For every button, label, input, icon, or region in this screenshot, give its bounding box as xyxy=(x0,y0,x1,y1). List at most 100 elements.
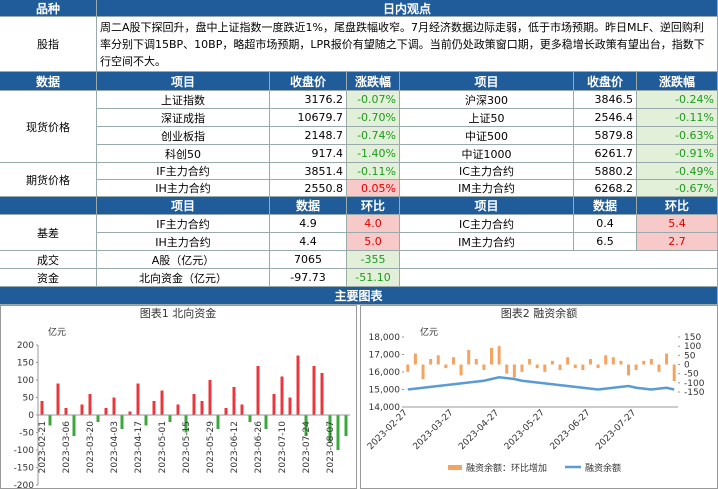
bar xyxy=(136,383,140,415)
y-tick-label: 150 xyxy=(17,359,34,369)
y-tick-label: 16,000 xyxy=(369,368,401,378)
column-header: 涨跌幅 xyxy=(347,72,400,91)
y2-tick-label: -50 xyxy=(684,370,699,380)
bar xyxy=(619,360,623,365)
bar xyxy=(406,364,410,372)
bar xyxy=(112,397,116,415)
table-cell: -0.24% xyxy=(637,91,718,109)
bar xyxy=(216,415,220,429)
bar xyxy=(176,404,180,415)
bar xyxy=(528,359,532,365)
x-tick-label: 2023-03-27 xyxy=(412,408,456,452)
table-cell: -0.07% xyxy=(347,91,400,109)
bar xyxy=(581,364,585,370)
table-cell: 3846.5 xyxy=(574,91,637,109)
bar xyxy=(665,353,669,365)
bar xyxy=(490,348,494,365)
bar xyxy=(459,364,463,376)
view-text: 周二A股下探回升，盘中上证指数一度跌近1%，尾盘跌幅收窄。7月经济数据边际走弱，… xyxy=(97,17,718,72)
bar xyxy=(128,411,132,415)
column-header: 收盘价 xyxy=(574,72,637,91)
x-tick-label: 2023-03-20 xyxy=(86,421,96,474)
table-cell: -1.40% xyxy=(347,145,400,163)
table-cell: 北向资金（亿元） xyxy=(97,269,270,287)
y-tick-label: 50 xyxy=(23,394,35,404)
table-cell: IC主力合约 xyxy=(400,215,574,233)
header: 日内观点 xyxy=(97,0,718,17)
bar xyxy=(611,357,615,365)
bar xyxy=(451,357,455,365)
header-blank xyxy=(0,197,97,215)
bar xyxy=(436,355,440,365)
group-label: 现货价格 xyxy=(0,91,97,163)
header: 品种 xyxy=(0,0,97,17)
table-cell: 6.5 xyxy=(574,233,637,251)
bar xyxy=(550,360,554,365)
table-cell: 科创50 xyxy=(97,145,270,163)
x-tick-label: 2023-06-27 xyxy=(549,408,593,452)
column-header: 环比 xyxy=(347,197,400,215)
table-cell: -355 xyxy=(347,251,400,269)
bar xyxy=(413,353,417,365)
legend-label: 融资余额 xyxy=(585,462,621,474)
table-cell: 沪深300 xyxy=(400,91,574,109)
table-cell: 深证成指 xyxy=(97,109,270,127)
bar xyxy=(505,364,509,374)
bar xyxy=(80,404,84,415)
bar xyxy=(429,359,433,365)
table-cell: 3851.4 xyxy=(270,163,347,180)
table-cell: 4.9 xyxy=(270,215,347,233)
bar xyxy=(566,357,570,365)
table-cell: IF主力合约 xyxy=(97,215,270,233)
table-cell: 2550.8 xyxy=(270,180,347,197)
bar xyxy=(467,349,471,365)
axis-label: 亿元 xyxy=(48,326,66,338)
bar xyxy=(104,408,108,415)
row-label: 股指 xyxy=(0,17,97,72)
bar xyxy=(192,394,196,415)
table-cell: 10679.7 xyxy=(270,109,347,127)
table-cell: -51.10 xyxy=(347,269,400,287)
y-tick-label: 100 xyxy=(17,376,34,386)
column-header: 数据 xyxy=(574,197,637,215)
bar xyxy=(634,364,638,370)
column-header: 收盘价 xyxy=(270,72,347,91)
table-cell: 5.0 xyxy=(347,233,400,251)
bar xyxy=(535,364,539,369)
table-cell: 6268.2 xyxy=(574,180,637,197)
column-header: 项目 xyxy=(97,72,270,91)
x-tick-label: 2023-08-07 xyxy=(326,421,336,473)
x-tick-label: 2023-04-27 xyxy=(457,408,501,452)
table-cell: -0.74% xyxy=(347,127,400,145)
x-tick-label: 2023-06-12 xyxy=(230,421,240,473)
bar xyxy=(596,364,600,369)
bar xyxy=(64,408,68,415)
bar xyxy=(120,415,124,429)
x-tick-label: 2023-07-10 xyxy=(278,421,288,474)
bar xyxy=(208,380,212,415)
group-label: 基差 xyxy=(0,215,97,251)
bar xyxy=(520,364,524,372)
empty-cell xyxy=(400,251,718,269)
table-cell: 6261.7 xyxy=(574,145,637,163)
table-cell: 5880.2 xyxy=(574,163,637,180)
table-cell: 中证1000 xyxy=(400,145,574,163)
bar xyxy=(543,364,547,372)
y2-tick-label: -100 xyxy=(684,379,705,389)
column-header: 环比 xyxy=(637,197,718,215)
bar xyxy=(304,415,308,436)
table-cell: 4.0 xyxy=(347,215,400,233)
bar xyxy=(421,364,425,380)
section-title: 主要图表 xyxy=(0,287,718,305)
y2-tick-label: 100 xyxy=(684,342,701,352)
bar xyxy=(224,408,228,415)
bar xyxy=(649,359,653,365)
bar xyxy=(512,364,516,378)
table-cell: -0.49% xyxy=(637,163,718,180)
table-cell: 2.7 xyxy=(637,233,718,251)
column-header: 数据 xyxy=(270,197,347,215)
bar xyxy=(474,359,478,365)
